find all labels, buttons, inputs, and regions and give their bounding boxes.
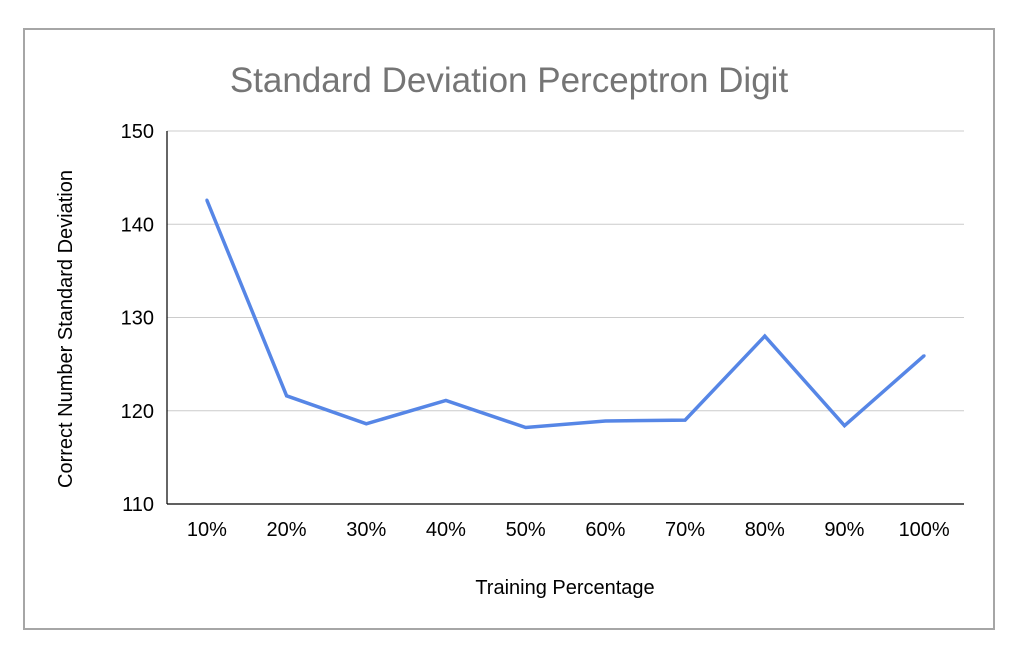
data-point <box>842 424 846 428</box>
x-tick-labels: 10% 20% 30% 40% 50% 60% 70% 80% 90% 100% <box>187 519 950 541</box>
x-tick-label: 70% <box>665 519 705 541</box>
series-group <box>205 198 926 430</box>
data-point <box>683 418 687 422</box>
x-axis-label: Training Percentage <box>475 577 654 599</box>
x-tick-label: 20% <box>267 519 307 541</box>
y-tick-labels: 110 120 130 140 150 <box>121 121 154 516</box>
series-line <box>205 199 926 430</box>
data-point <box>603 419 607 423</box>
data-point <box>763 334 767 338</box>
data-point <box>205 198 209 202</box>
x-tick-label: 90% <box>824 519 864 541</box>
data-point <box>285 394 289 398</box>
y-tick-label: 150 <box>121 121 154 143</box>
data-point <box>524 426 528 430</box>
y-axis-label: Correct Number Standard Deviation <box>55 170 77 488</box>
x-tick-label: 40% <box>426 519 466 541</box>
x-tick-label: 50% <box>506 519 546 541</box>
y-tick-label: 130 <box>121 308 154 330</box>
x-tick-label: 30% <box>346 519 386 541</box>
data-point <box>444 398 448 402</box>
chart-frame <box>23 28 995 630</box>
x-tick-label: 10% <box>187 519 227 541</box>
x-tick-label: 80% <box>745 519 785 541</box>
y-tick-label: 120 <box>121 401 154 423</box>
grid-lines <box>167 130 964 505</box>
x-tick-label: 100% <box>899 519 950 541</box>
x-tick-label: 60% <box>585 519 625 541</box>
y-tick-label: 110 <box>122 494 154 516</box>
y-tick-label: 140 <box>121 214 154 236</box>
data-point <box>922 354 926 358</box>
chart-title: Standard Deviation Perceptron Digit <box>230 61 789 100</box>
data-point <box>364 422 368 426</box>
